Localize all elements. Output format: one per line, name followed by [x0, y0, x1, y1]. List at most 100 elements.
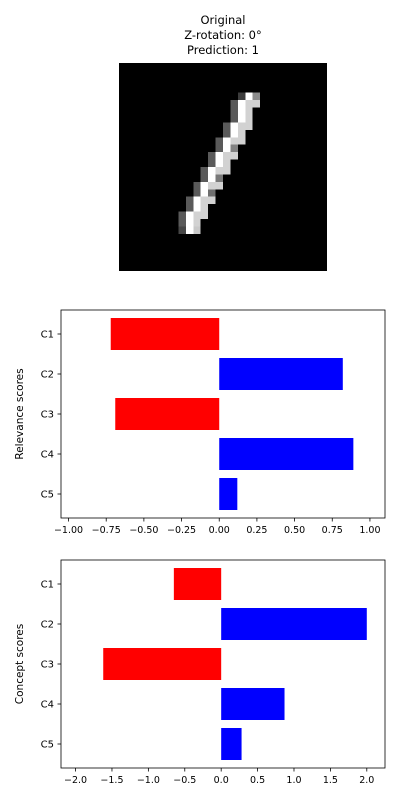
relevance-bar-c1 — [110, 318, 220, 350]
digit-pixel — [200, 204, 209, 212]
concept-ytick-label-c4: C4 — [41, 700, 54, 711]
concept-ylabel: Concept scores — [14, 624, 26, 704]
concept-bar-c1 — [173, 568, 222, 600]
concept-xtick-label: −1.5 — [100, 775, 123, 786]
digit-pixel — [215, 167, 223, 175]
digit-pixel — [200, 174, 209, 182]
concept-scores-chart: C1 C2 C3 C4 C5 −2.0 −1.5 −1.0 −0.5 0.0 0.5 1.0 1.5 2.… — [14, 559, 386, 786]
digit-pixel — [200, 196, 209, 205]
relevance-bar-c5 — [219, 478, 238, 510]
digit-pixel — [200, 211, 209, 219]
relevance-ylabel: Relevance scores — [14, 368, 26, 459]
digit-pixel — [215, 144, 223, 153]
digit-pixel — [178, 219, 186, 227]
relevance-scores-chart: C1 C2 C3 C4 C5 −1.00 −0.75 −0.50 −0.25 0.00 0.25 0.… — [14, 309, 386, 536]
relevance-ytick-label-c4: C4 — [41, 450, 54, 461]
relevance-ytick-label-c1: C1 — [41, 330, 54, 341]
relevance-xtick-label: −1.00 — [54, 525, 83, 536]
relevance-bar-c2 — [219, 358, 343, 390]
concept-bar-c3 — [103, 648, 222, 680]
concept-bar-c2 — [221, 608, 367, 640]
concept-bar-c5 — [221, 728, 242, 760]
digit-pixel — [223, 129, 231, 138]
relevance-ytick-label-c5: C5 — [41, 490, 54, 501]
digit-pixel — [237, 115, 246, 123]
relevance-ytick-label-c2: C2 — [41, 370, 54, 381]
digit-pixel — [230, 115, 238, 123]
digit-pixel — [193, 211, 201, 219]
digit-pixel — [230, 152, 238, 160]
digit-pixel — [215, 159, 223, 167]
concept-ytick-label-c1: C1 — [41, 580, 54, 591]
digit-pixel — [245, 92, 253, 101]
digit-pixel — [215, 137, 223, 145]
digit-pixel — [178, 226, 186, 234]
digit-pixel — [237, 107, 246, 115]
digit-pixel — [230, 122, 238, 130]
concept-ytick-label-c5: C5 — [41, 740, 54, 751]
digit-pixel — [223, 137, 231, 145]
relevance-xtick-label: 0.00 — [209, 525, 230, 536]
concept-xtick-label: 1.0 — [286, 775, 301, 786]
image-title-line-2: Z-rotation: 0° — [184, 28, 262, 42]
digit-pixel — [200, 189, 209, 197]
relevance-xtick-label: 0.25 — [246, 525, 267, 536]
digit-pixel — [237, 137, 246, 145]
digit-pixel — [230, 137, 238, 145]
relevance-xtick-label: 0.75 — [322, 525, 343, 536]
mnist-digit-image — [119, 63, 327, 271]
digit-pixel — [208, 189, 216, 197]
digit-pixel — [178, 211, 186, 219]
digit-pixel — [193, 196, 201, 205]
digit-pixel — [185, 211, 194, 219]
digit-pixel — [208, 152, 216, 160]
image-title-line-1: Original — [200, 13, 246, 27]
relevance-xtick-label: 0.50 — [284, 525, 305, 536]
digit-pixel — [185, 204, 194, 212]
digit-pixel — [223, 159, 231, 167]
digit-pixel — [193, 181, 201, 190]
relevance-xtick-label: 1.00 — [359, 525, 380, 536]
digit-pixel — [193, 226, 201, 234]
digit-pixel — [230, 100, 238, 108]
digit-pixel — [252, 92, 261, 101]
relevance-bar-c3 — [115, 398, 220, 430]
image-title-line-3: Prediction: 1 — [187, 43, 259, 57]
digit-pixel — [208, 167, 216, 175]
digit-pixel — [185, 219, 194, 227]
digit-pixel — [208, 159, 216, 167]
digit-pixel — [208, 181, 216, 190]
relevance-xtick-label: −0.50 — [129, 525, 158, 536]
digit-pixel — [252, 100, 261, 108]
digit-pixel — [245, 100, 253, 108]
digit-pixel — [223, 122, 231, 130]
digit-pixel — [200, 181, 209, 190]
digit-pixel — [193, 219, 201, 227]
relevance-bar-c4 — [219, 438, 354, 470]
digit-pixel — [237, 92, 246, 101]
digit-pixel — [185, 226, 194, 234]
digit-pixel — [208, 174, 216, 182]
digit-pixel — [223, 152, 231, 160]
concept-xtick-label: 0.0 — [214, 775, 229, 786]
digit-pixel — [223, 144, 231, 153]
digit-pixel — [215, 174, 223, 182]
digit-pixel — [245, 115, 253, 123]
digit-pixel — [237, 122, 246, 130]
digit-pixel — [230, 107, 238, 115]
digit-pixel — [237, 100, 246, 108]
digit-pixel — [193, 189, 201, 197]
concept-ytick-label-c3: C3 — [41, 660, 54, 671]
digit-pixel — [245, 107, 253, 115]
digit-pixel — [200, 167, 209, 175]
concept-xtick-label: −2.0 — [64, 775, 87, 786]
digit-pixel — [215, 181, 223, 190]
digit-pixel — [230, 144, 238, 153]
digit-pixel — [245, 122, 253, 130]
concept-bar-c4 — [221, 688, 285, 720]
digit-pixel — [237, 129, 246, 138]
digit-pixel — [215, 152, 223, 160]
concept-ytick-label-c2: C2 — [41, 620, 54, 631]
concept-xtick-label: 0.5 — [250, 775, 265, 786]
relevance-xtick-label: −0.25 — [167, 525, 196, 536]
